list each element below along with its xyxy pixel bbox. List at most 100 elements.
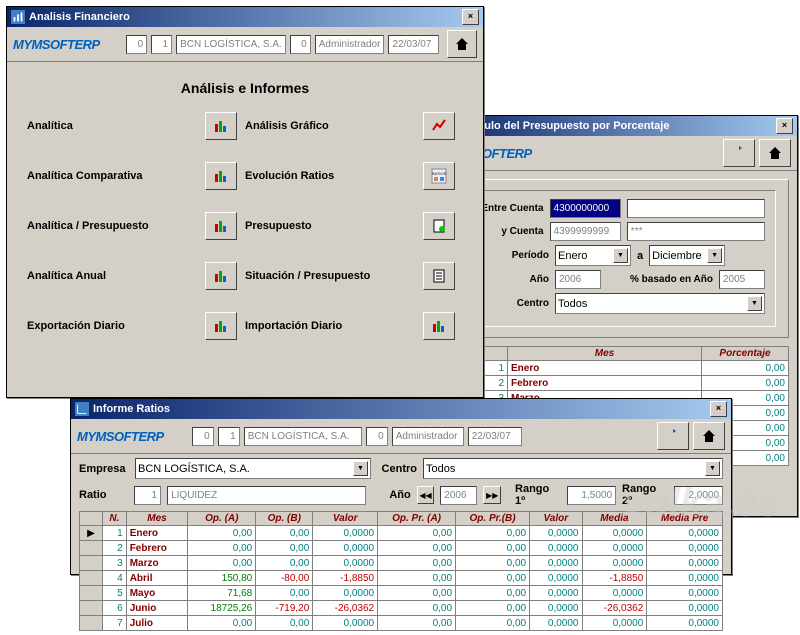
cell: 0,00 (456, 616, 530, 631)
menu-button[interactable] (205, 212, 237, 240)
titlebar-text: Analisis Financiero (29, 11, 460, 23)
cell: 0,0000 (530, 571, 582, 586)
select-periodo2[interactable]: Diciembre▼ (649, 245, 725, 266)
lbl-ano: Año (372, 489, 411, 501)
lbl-basado: % basado en Año (607, 274, 713, 285)
chart-icon (431, 318, 447, 334)
close-icon[interactable]: × (462, 9, 479, 25)
cell: 0,00 (378, 541, 456, 556)
menu-button[interactable] (205, 312, 237, 340)
cell: 0,00 (188, 541, 256, 556)
next-button[interactable]: ▶▶ (483, 486, 501, 504)
titlebar[interactable]: Analisis Financiero × (7, 7, 483, 27)
field-entre-desc[interactable] (627, 199, 765, 218)
menu-label: Análisis Gráfico (245, 120, 423, 132)
chevron-down-icon: ▼ (707, 248, 722, 263)
app-icon (11, 10, 25, 24)
lbl-empresa: Empresa (79, 463, 129, 475)
menu-button[interactable] (205, 112, 237, 140)
cell-pct[interactable]: 0,00 (702, 376, 789, 391)
cell: 7 (103, 616, 127, 631)
cell: 0,00 (188, 526, 256, 541)
col-header: Mes (126, 512, 188, 526)
field-ano[interactable]: 2006 (440, 486, 477, 505)
menu-button[interactable] (423, 212, 455, 240)
row-header[interactable] (80, 556, 103, 571)
cell: 0,0000 (582, 556, 647, 571)
field-ratio-n[interactable]: 1 (134, 486, 161, 505)
refresh-button[interactable] (723, 139, 755, 167)
tb-user: Administrador (392, 427, 464, 446)
select-periodo1[interactable]: Enero▼ (555, 245, 631, 266)
lbl-ratio: Ratio (79, 489, 128, 501)
tb-f1: 0 (192, 427, 214, 446)
menu-button[interactable] (423, 262, 455, 290)
field-ano[interactable]: 2006 (555, 270, 601, 289)
home-button[interactable] (759, 139, 791, 167)
cell: 0,0000 (582, 541, 647, 556)
field-ycuenta[interactable]: 4399999999 (550, 222, 621, 241)
row-header[interactable] (80, 601, 103, 616)
home-button[interactable] (447, 30, 477, 58)
row-header[interactable] (80, 586, 103, 601)
col-header: N. (103, 512, 127, 526)
chevron-down-icon: ▼ (747, 296, 762, 311)
cell: 0,0000 (647, 571, 723, 586)
cell: 0,00 (456, 571, 530, 586)
tb-date: 22/03/07 (388, 35, 439, 54)
cell-pct[interactable]: 0,00 (702, 361, 789, 376)
cell: 4 (103, 571, 127, 586)
cell: 0,0000 (313, 556, 378, 571)
menu-label: Presupuesto (245, 220, 423, 232)
close-icon[interactable]: × (710, 401, 727, 417)
chart-icon: RATIOS (431, 168, 447, 184)
close-icon[interactable]: × (776, 118, 793, 134)
cell: 0,00 (256, 586, 313, 601)
select-centro[interactable]: Todos▼ (423, 458, 723, 479)
cell: -1,8850 (582, 571, 647, 586)
row-header[interactable]: ▶ (80, 526, 103, 541)
row-header[interactable] (80, 616, 103, 631)
lbl-a: a (637, 250, 643, 262)
col-header: Op. (A) (188, 512, 256, 526)
cell: 0,0000 (647, 541, 723, 556)
cell: Marzo (126, 556, 188, 571)
col-header: Op. (B) (256, 512, 313, 526)
field-basado[interactable]: 2005 (719, 270, 765, 289)
menu-button[interactable] (423, 312, 455, 340)
select-centro[interactable]: Todos▼ (555, 293, 765, 314)
menu-button[interactable]: RATIOS (423, 162, 455, 190)
chart-icon (213, 318, 229, 334)
cell: 6 (103, 601, 127, 616)
row-header[interactable] (80, 541, 103, 556)
field-r2[interactable]: 2,0000 (674, 486, 723, 505)
field-ratio[interactable]: LIQUIDEZ (167, 486, 366, 505)
tb-company: BCN LOGÍSTICA, S.A. (244, 427, 362, 446)
field-ycuenta-desc[interactable]: *** (627, 222, 765, 241)
cell: 0,00 (256, 556, 313, 571)
select-empresa[interactable]: BCN LOGÍSTICA, S.A.▼ (135, 458, 371, 479)
prev-button[interactable]: ◀◀ (417, 486, 435, 504)
row-header[interactable] (80, 571, 103, 586)
window-informe-ratios: Informe Ratios × MYMSOFTERP 0 1 BCN LOGÍ… (70, 398, 732, 575)
tb-date: 22/03/07 (468, 427, 522, 446)
cell: 0,00 (256, 541, 313, 556)
field-r1[interactable]: 1,5000 (567, 486, 616, 505)
menu-button[interactable] (205, 262, 237, 290)
svg-text:RATIOS: RATIOS (432, 171, 447, 176)
app-icon (75, 402, 89, 416)
titlebar[interactable]: Informe Ratios × (71, 399, 731, 419)
menu-button[interactable] (205, 162, 237, 190)
toolbar: MYMSOFTERP 0 1 BCN LOGÍSTICA, S.A. 0 Adm… (7, 27, 483, 62)
col-header: Media Pre (647, 512, 723, 526)
menu-button[interactable] (423, 112, 455, 140)
cell: 0,0000 (530, 556, 582, 571)
titlebar[interactable]: Cálculo del Presupuesto por Porcentaje × (439, 116, 797, 136)
home-button[interactable] (693, 422, 725, 450)
cell: 0,00 (256, 616, 313, 631)
refresh-button[interactable] (657, 422, 689, 450)
cell: 0,0000 (582, 526, 647, 541)
section-heading: Análisis e Informes (27, 80, 463, 96)
lbl-r2: Rango 2º (622, 483, 668, 507)
field-entre[interactable]: 4300000000 (550, 199, 621, 218)
